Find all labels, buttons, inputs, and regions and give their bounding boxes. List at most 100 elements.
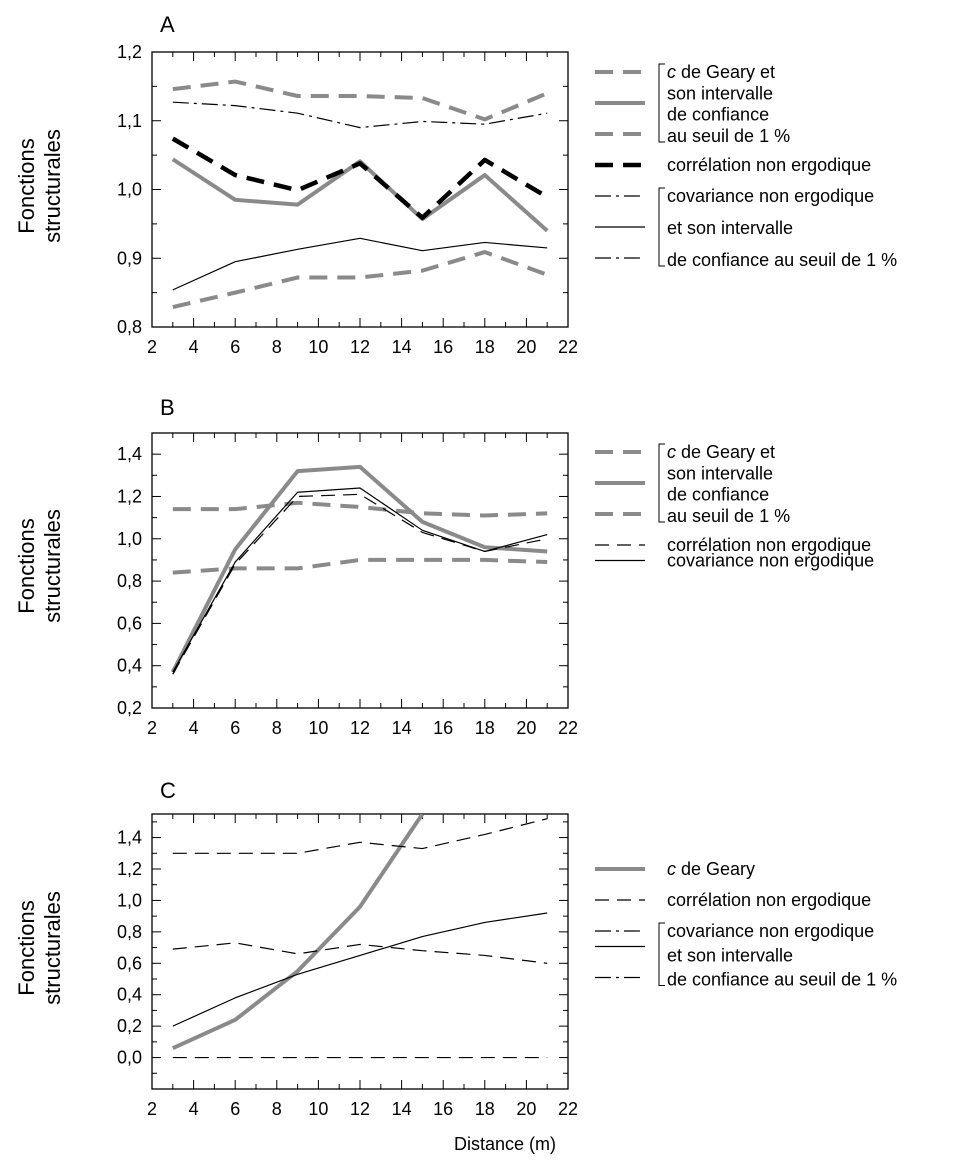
y-tick-label-b: 0,2 [117, 698, 142, 718]
legend-label-b-group1-2: son intervalle [667, 463, 773, 483]
y-tick-label-c: 0,0 [117, 1048, 142, 1068]
x-tick-label-b: 22 [558, 718, 578, 738]
x-tick-label-c: 4 [189, 1099, 199, 1119]
series-line-a-6 [172, 237, 548, 291]
plot-area-c: 2 4 6 8 10 12 14 16 18 20 22 0,0 0,2 0,4 0,6 0,8 1,0 1,2 1… [117, 813, 578, 1119]
y-tick-label-a: 1,1 [117, 111, 142, 131]
series-line-b-4 [172, 493, 548, 675]
plot-frame-a [151, 51, 569, 328]
series-line-b-5 [172, 487, 548, 673]
x-tick-label-b: 12 [350, 718, 370, 738]
y-tick-label-b: 1,2 [117, 486, 142, 506]
x-tick-label-c: 6 [230, 1099, 240, 1119]
y-tick-label-c: 0,4 [117, 985, 142, 1005]
y-tick-label-b: 0,4 [117, 656, 142, 676]
x-tick-label-c: 12 [350, 1099, 370, 1119]
x-tick-label-b: 10 [308, 718, 328, 738]
legend-a: corrélation non ergodique c de Geary etso… [595, 62, 897, 270]
y-axis-label-c-line2: structurales [40, 891, 65, 1005]
legend-label-c-2: corrélation non ergodique [667, 890, 871, 910]
legend-label-a-4: corrélation non ergodique [667, 155, 871, 175]
y-tick-label-b: 0,8 [117, 571, 142, 591]
series-line-b-1 [172, 500, 548, 518]
x-tick-label-c: 10 [308, 1099, 328, 1119]
x-tick-label-c: 2 [147, 1099, 157, 1119]
series-line-a-1 [172, 79, 548, 122]
legend-label-c-group1-1: c de Geary [667, 859, 755, 879]
x-tick-label-a: 22 [558, 337, 578, 357]
y-axis-label-a-line1: Fonctions [14, 138, 39, 233]
x-tick-label-a: 14 [392, 337, 412, 357]
x-tick-label-a: 10 [308, 337, 328, 357]
panel-a: A Fonctions structurales 2 4 6 8 10 12 14 16 18 2… [14, 12, 897, 357]
legend-label-c-group2-3: de confiance au seuil de 1 % [667, 970, 897, 990]
x-tick-label-c: 18 [475, 1099, 495, 1119]
x-tick-label-a: 2 [147, 337, 157, 357]
series-line-c-1 [171, 814, 425, 1050]
series-line-a-4 [171, 136, 549, 220]
x-tick-label-c: 14 [392, 1099, 412, 1119]
legend-label-a-group2-2: et son intervalle [667, 218, 793, 238]
x-tick-label-b: 16 [433, 718, 453, 738]
legend-label-a-group2-3: de confiance au seuil de 1 % [667, 250, 897, 270]
x-tick-label-b: 6 [230, 718, 240, 738]
y-axis-label-a-line2: structurales [40, 129, 65, 243]
y-axis-label-b-line2: structurales [40, 509, 65, 623]
x-tick-label-a: 6 [230, 337, 240, 357]
series-line-c-2 [172, 818, 548, 854]
y-tick-label-c: 1,4 [117, 828, 142, 848]
legend-bracket-b-1 [658, 443, 665, 523]
y-tick-label-a: 1,0 [117, 180, 142, 200]
x-tick-label-b: 2 [147, 718, 157, 738]
x-tick-label-a: 8 [272, 337, 282, 357]
x-tick-label-a: 20 [516, 337, 536, 357]
y-axis-label-c-line1: Fonctions [14, 900, 39, 995]
legend-label-b-group1-4: au seuil de 1 % [667, 506, 790, 526]
legend-label-c-group2-2: et son intervalle [667, 945, 793, 965]
legend-bracket-a-1 [658, 63, 665, 143]
x-tick-label-a: 16 [433, 337, 453, 357]
legend-label-c-group2-1: covariance non ergodique [667, 921, 874, 941]
legend-label-a-group1-1: c de Geary et [667, 62, 775, 82]
panel-letter-b: B [160, 395, 175, 420]
plot-area-b: 2 4 6 8 10 12 14 16 18 20 22 0,2 0,4 0,6 0,8 1,0 1,2 1,4 [117, 432, 578, 738]
x-tick-label-b: 14 [392, 718, 412, 738]
legend-label-a-group1-4: au seuil de 1 % [667, 126, 790, 146]
legend-bracket-c-2 [658, 922, 665, 986]
series-line-a-3 [172, 250, 548, 310]
x-axis-label: Distance (m) [454, 1134, 556, 1154]
y-tick-label-b: 1,0 [117, 529, 142, 549]
legend-c: corrélation non ergodique c de Geary covar… [595, 859, 897, 990]
legend-label-b-5: covariance non ergodique [667, 551, 874, 571]
y-tick-label-b: 1,4 [117, 444, 142, 464]
x-tick-label-b: 8 [272, 718, 282, 738]
x-tick-label-b: 18 [475, 718, 495, 738]
y-tick-label-a: 0,8 [117, 317, 142, 337]
legend-label-b-group1-1: c de Geary et [667, 442, 775, 462]
y-tick-label-a: 1,2 [117, 42, 142, 62]
legend-label-a-group2-1: covariance non ergodique [667, 186, 874, 206]
y-tick-label-c: 1,0 [117, 890, 142, 910]
series-line-b-2 [171, 464, 548, 673]
panel-c: C Fonctions structurales 2 4 6 8 10 12 14 16 18 2… [14, 778, 897, 1119]
plot-area-a: 2 4 6 8 10 12 14 16 18 20 22 0,8 0,9 1,0 1,1 1,2 [117, 42, 578, 357]
y-tick-label-c: 0,6 [117, 953, 142, 973]
x-tick-label-b: 20 [516, 718, 536, 738]
x-tick-label-c: 8 [272, 1099, 282, 1119]
legend-label-b-group1-3: de confiance [667, 485, 769, 505]
x-tick-label-a: 12 [350, 337, 370, 357]
y-tick-label-c: 1,2 [117, 859, 142, 879]
legend-label-a-group1-2: son intervalle [667, 83, 773, 103]
x-tick-label-a: 4 [189, 337, 199, 357]
series-line-c-5 [172, 912, 548, 1027]
legend-label-a-group1-3: de confiance [667, 105, 769, 125]
x-tick-label-c: 22 [558, 1099, 578, 1119]
x-tick-label-c: 16 [433, 1099, 453, 1119]
y-tick-label-b: 0,6 [117, 613, 142, 633]
panel-b: B Fonctions structurales 2 4 6 8 10 12 14 16 18 2… [14, 395, 874, 738]
legend-bracket-a-2 [658, 187, 665, 267]
y-tick-label-c: 0,2 [117, 1016, 142, 1036]
y-tick-label-a: 0,9 [117, 248, 142, 268]
legend-label-b-4: corrélation non ergodique [667, 535, 871, 555]
